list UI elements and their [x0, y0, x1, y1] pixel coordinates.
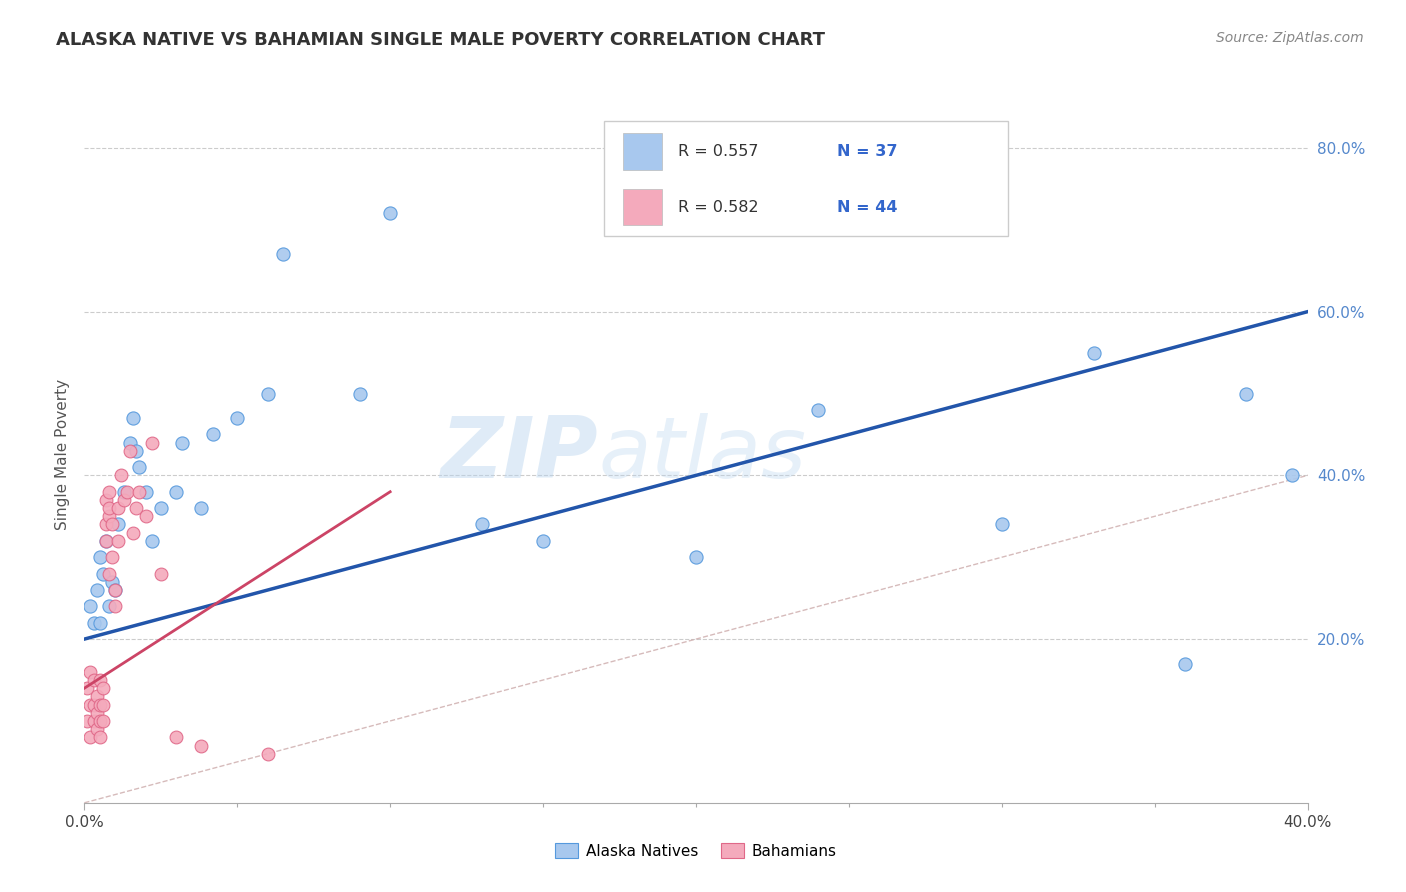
- Point: [380, 206, 402, 220]
- Point: [201, 427, 224, 442]
- Point: [97, 509, 120, 524]
- Point: [128, 460, 150, 475]
- Point: [257, 386, 280, 401]
- Point: [112, 492, 135, 507]
- Point: [125, 443, 148, 458]
- Point: [76, 681, 98, 696]
- Point: [807, 403, 830, 417]
- Point: [79, 731, 101, 745]
- Point: [83, 615, 105, 630]
- Point: [86, 690, 108, 704]
- Point: [122, 525, 145, 540]
- Point: [349, 386, 371, 401]
- Point: [101, 517, 124, 532]
- Text: ZIP: ZIP: [440, 413, 598, 497]
- Point: [1281, 468, 1303, 483]
- Point: [83, 714, 105, 728]
- Point: [120, 435, 142, 450]
- Point: [107, 533, 129, 548]
- Point: [1234, 386, 1257, 401]
- Point: [89, 698, 111, 712]
- Point: [135, 484, 157, 499]
- Point: [149, 566, 172, 581]
- Point: [128, 484, 150, 499]
- Point: [226, 411, 249, 425]
- Point: [1083, 345, 1105, 359]
- Point: [89, 550, 111, 565]
- Point: [104, 582, 127, 597]
- Point: [471, 517, 494, 532]
- Point: [89, 731, 111, 745]
- Point: [91, 698, 114, 712]
- Point: [97, 566, 120, 581]
- Point: [107, 517, 129, 532]
- Point: [86, 582, 108, 597]
- Point: [149, 501, 172, 516]
- FancyBboxPatch shape: [623, 189, 662, 226]
- Point: [94, 517, 117, 532]
- Point: [79, 599, 101, 614]
- Point: [110, 468, 132, 483]
- Point: [101, 550, 124, 565]
- Point: [101, 574, 124, 589]
- Text: Source: ZipAtlas.com: Source: ZipAtlas.com: [1216, 31, 1364, 45]
- Point: [271, 247, 294, 261]
- Text: R = 0.557: R = 0.557: [678, 145, 758, 159]
- Point: [89, 714, 111, 728]
- Point: [141, 435, 163, 450]
- Point: [94, 492, 117, 507]
- Point: [86, 706, 108, 720]
- Point: [104, 582, 127, 597]
- Point: [91, 681, 114, 696]
- Point: [141, 533, 163, 548]
- Point: [83, 698, 105, 712]
- Point: [685, 550, 707, 565]
- Text: ALASKA NATIVE VS BAHAMIAN SINGLE MALE POVERTY CORRELATION CHART: ALASKA NATIVE VS BAHAMIAN SINGLE MALE PO…: [56, 31, 825, 49]
- Text: R = 0.582: R = 0.582: [678, 200, 758, 215]
- Point: [165, 731, 187, 745]
- Point: [112, 484, 135, 499]
- Point: [89, 673, 111, 687]
- Point: [257, 747, 280, 761]
- Text: N = 37: N = 37: [837, 145, 897, 159]
- Point: [135, 509, 157, 524]
- Point: [991, 517, 1014, 532]
- Point: [79, 665, 101, 679]
- Point: [172, 435, 194, 450]
- Point: [97, 599, 120, 614]
- Point: [86, 722, 108, 736]
- Point: [190, 501, 212, 516]
- Point: [83, 673, 105, 687]
- Text: N = 44: N = 44: [837, 200, 897, 215]
- FancyBboxPatch shape: [623, 134, 662, 169]
- Y-axis label: Single Male Poverty: Single Male Poverty: [55, 379, 70, 531]
- Point: [104, 599, 127, 614]
- Point: [94, 533, 117, 548]
- Text: atlas: atlas: [598, 413, 806, 497]
- Point: [79, 698, 101, 712]
- FancyBboxPatch shape: [605, 121, 1008, 235]
- Point: [120, 443, 142, 458]
- Point: [1174, 657, 1197, 671]
- Legend: Alaska Natives, Bahamians: Alaska Natives, Bahamians: [550, 837, 842, 864]
- Point: [91, 566, 114, 581]
- Point: [94, 533, 117, 548]
- Point: [122, 411, 145, 425]
- Point: [89, 615, 111, 630]
- Point: [97, 484, 120, 499]
- Point: [531, 533, 554, 548]
- Point: [107, 501, 129, 516]
- Point: [115, 484, 138, 499]
- Point: [97, 501, 120, 516]
- Point: [76, 714, 98, 728]
- Point: [165, 484, 187, 499]
- Point: [91, 714, 114, 728]
- Point: [125, 501, 148, 516]
- Point: [190, 739, 212, 753]
